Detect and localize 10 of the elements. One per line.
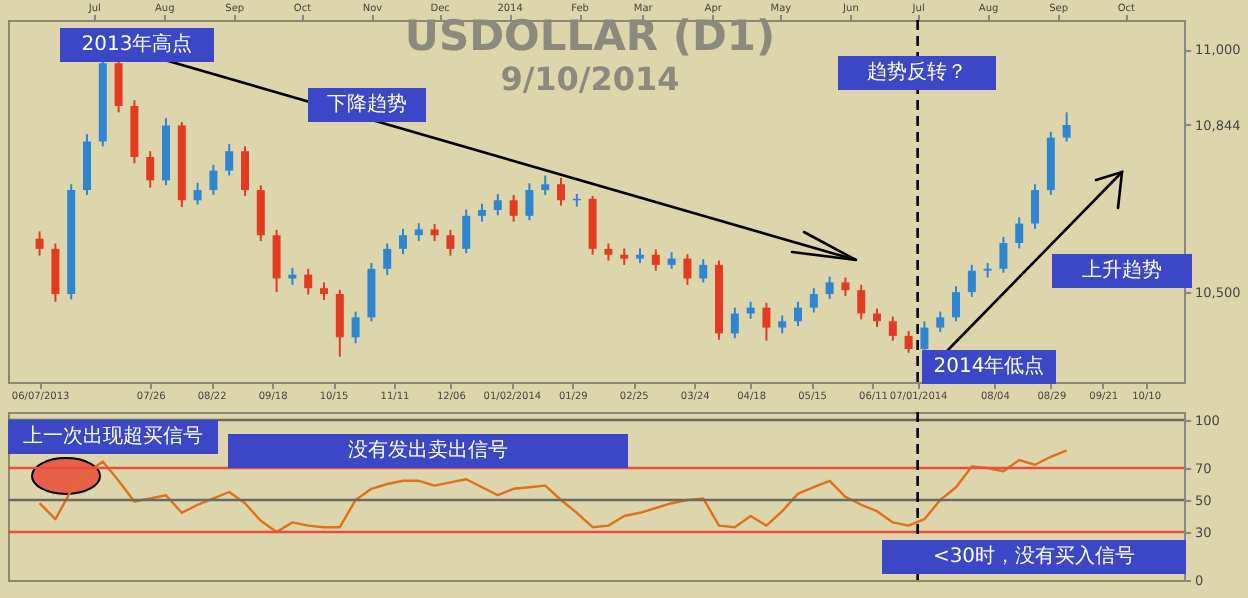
text-box: 上升趋势: [1052, 254, 1192, 288]
text-box: 2013年高点: [60, 28, 214, 62]
text-box: 没有发出卖出信号: [228, 434, 628, 468]
text-box: 下降趋势: [308, 88, 426, 122]
text: 9/10/2014: [498, 60, 682, 98]
chart-title: USDOLLAR (D1): [402, 12, 776, 60]
text-box: 2014年低点: [922, 350, 1056, 384]
text-box: 趋势反转？: [838, 56, 996, 90]
text-box: 上一次出现超买信号: [8, 420, 218, 454]
text-box: <30时，没有买入信号: [882, 540, 1186, 574]
